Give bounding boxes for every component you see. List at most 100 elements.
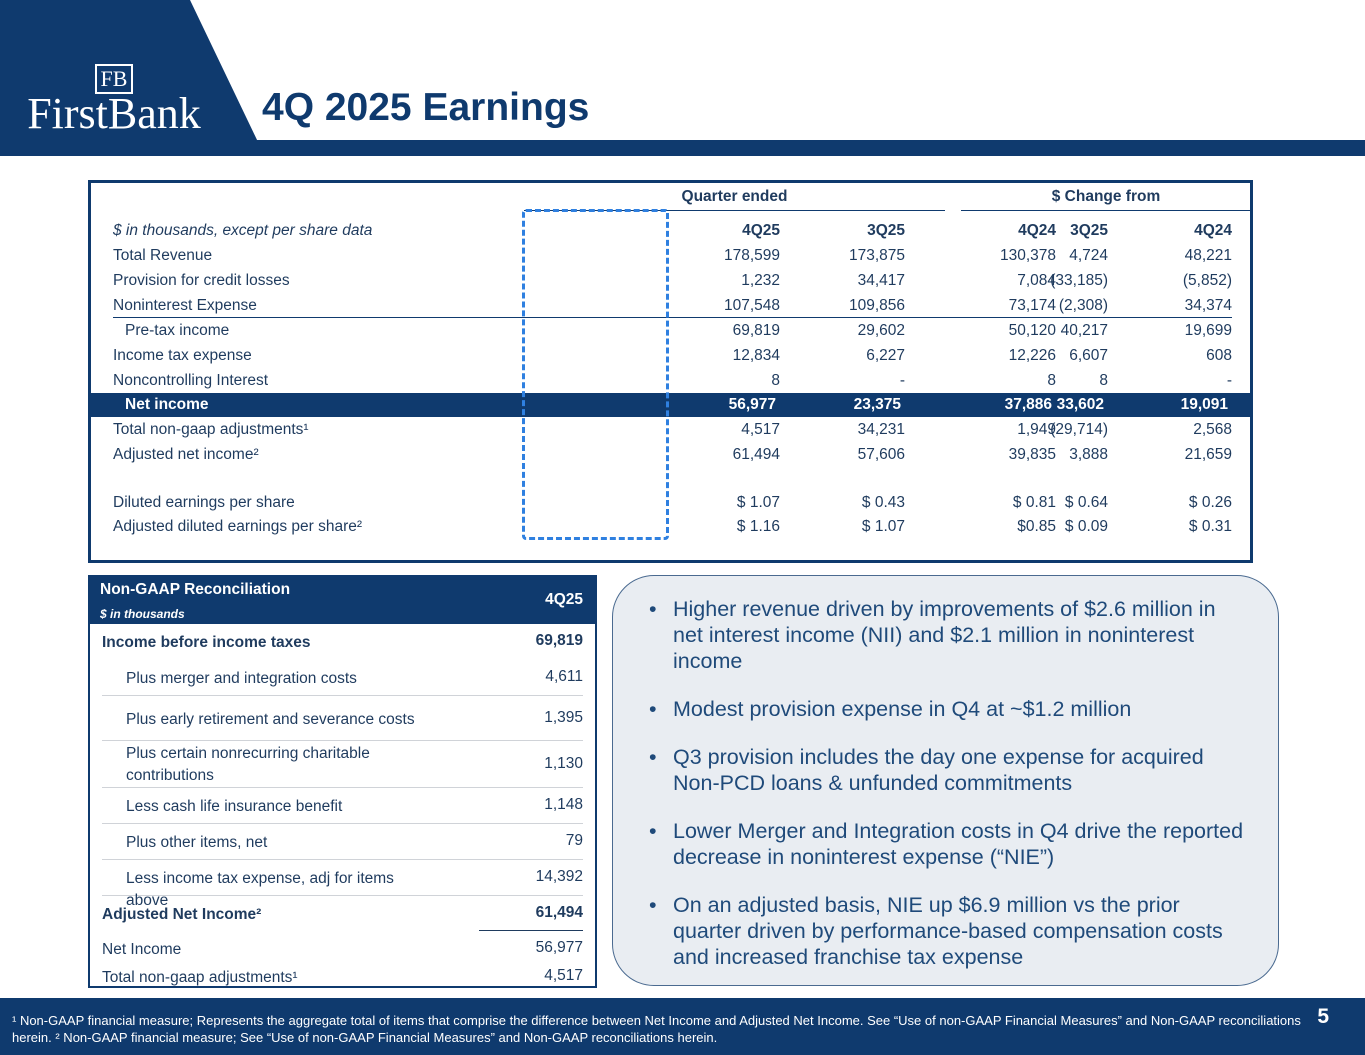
cell-value: 73,174: [1008, 297, 1056, 314]
cell-value: 12,834: [732, 347, 780, 364]
bullet-item: Lower Merger and Integration costs in Q4…: [649, 818, 1248, 870]
table-row: Pre-tax income 69,819 29,602 50,120 40,217 19…: [113, 319, 1232, 343]
commentary-bullets: Higher revenue driven by improvements of…: [612, 575, 1279, 986]
table-row: Noninterest Expense 107,548 109,856 73,174(…: [113, 294, 1232, 318]
cell-value: 6,227: [866, 347, 905, 364]
highlight-4q25-box: [522, 209, 669, 540]
recon-value: 1,130: [544, 754, 583, 772]
cell-value: $ 0.09: [1064, 518, 1108, 535]
header-band: [0, 0, 1365, 156]
cell-value: $ 1.16: [736, 518, 780, 535]
cell-value: -: [899, 372, 905, 389]
recon-row: Plus early retirement and severance cost…: [102, 696, 583, 741]
cell-value: 608: [1206, 347, 1232, 364]
cell-value: 2,568: [1193, 421, 1232, 438]
cell-value: $ 0.81: [1012, 494, 1056, 511]
footer: ¹ Non-GAAP financial measure; Represents…: [0, 998, 1365, 1055]
cell-value: 1,949: [1017, 421, 1056, 438]
table-row: Income tax expense 12,834 6,227 12,226 6,607…: [113, 344, 1232, 368]
cell-value: 23,375: [853, 396, 901, 413]
recon-column-4q25: 4Q25: [545, 591, 583, 608]
table-row: Total Revenue 178,599 173,875 130,378 4,724 4…: [113, 244, 1232, 268]
recon-value: 61,494: [479, 904, 583, 931]
cell-value: $ 0.26: [1188, 494, 1232, 511]
cell-value: 7,084: [1017, 272, 1056, 289]
cell-value: 37,886: [1004, 396, 1052, 413]
logo-mark: FB: [94, 64, 134, 94]
recon-row: Net Income 56,977: [102, 931, 583, 966]
row-label: Noninterest Expense: [113, 297, 257, 314]
page-number: 5: [1317, 1005, 1329, 1028]
recon-label: Less income tax expense, adj for items a…: [126, 870, 394, 909]
group-change-from: $ Change from: [961, 187, 1251, 211]
recon-label: Adjusted Net Income²: [102, 905, 262, 923]
cell-value: (2,308): [1058, 297, 1108, 314]
cell-value: 69,819: [732, 322, 780, 339]
recon-value: 4,611: [545, 668, 583, 685]
cell-value: 4,724: [1069, 247, 1108, 264]
recon-label: Plus other items, net: [126, 834, 268, 851]
table-row: Adjusted diluted earnings per share² $ 1.…: [113, 515, 1232, 539]
cell-value: 3,888: [1069, 446, 1108, 463]
row-label: Adjusted net income²: [113, 446, 259, 463]
bullet-item: On an adjusted basis, NIE up $6.9 millio…: [649, 892, 1248, 970]
non-gaap-reconciliation-table: Non-GAAP Reconciliation $ in thousands 4…: [88, 575, 597, 988]
column-header: 3Q25: [867, 222, 905, 239]
recon-row: Plus other items, net 79: [102, 824, 583, 860]
table-row: Total non-gaap adjustments¹ 4,517 34,231 1,…: [113, 418, 1232, 442]
cell-value: 34,374: [1184, 297, 1232, 314]
bullet-item: Higher revenue driven by improvements of…: [649, 596, 1248, 674]
row-label: Income tax expense: [113, 347, 252, 364]
recon-label: Net Income: [102, 940, 182, 958]
cell-value: 34,231: [857, 421, 905, 438]
recon-value: 69,819: [535, 632, 583, 649]
column-header: 4Q24: [1018, 222, 1056, 239]
recon-row: Less cash life insurance benefit 1,148: [102, 788, 583, 824]
cell-value: $0.85: [1017, 518, 1056, 535]
table-row: Net income 56,977 23,375 37,886 33,602 19,091: [91, 393, 1250, 417]
cell-value: 61,494: [732, 446, 780, 463]
row-label: Pre-tax income: [125, 322, 230, 339]
recon-value: 14,392: [535, 868, 583, 885]
cell-value: 173,875: [848, 247, 905, 264]
row-label: Net income: [125, 396, 209, 413]
cell-value: $ 0.43: [861, 494, 905, 511]
cell-value: $ 0.64: [1064, 494, 1108, 511]
table-row: Noncontrolling Interest 8 - 8 8 -: [113, 369, 1232, 393]
recon-row: Adjusted Net Income² 61,494: [102, 896, 583, 931]
row-label: Total non-gaap adjustments¹: [113, 421, 309, 438]
recon-value: 56,977: [535, 938, 583, 956]
row-label: Total Revenue: [113, 247, 213, 264]
cell-value: 109,856: [848, 297, 905, 314]
cell-value: 8: [1099, 372, 1108, 389]
cell-value: 40,217: [1060, 322, 1108, 339]
column-header: 4Q25: [742, 222, 780, 239]
recon-row: Income before income taxes 69,819: [102, 625, 583, 659]
cell-value: 19,699: [1184, 322, 1232, 339]
recon-value: 1,148: [544, 796, 583, 813]
cell-value: 39,835: [1008, 446, 1056, 463]
earnings-table: Quarter ended $ Change from $ in thousan…: [88, 180, 1253, 563]
cell-value: 8: [771, 372, 780, 389]
recon-value: 79: [565, 832, 583, 849]
group-quarter-ended: Quarter ended: [524, 187, 945, 211]
cell-value: 50,120: [1008, 322, 1056, 339]
recon-label: Plus early retirement and severance cost…: [126, 710, 415, 728]
row-label: Diluted earnings per share: [113, 494, 295, 511]
recon-row: Less income tax expense, adj for items a…: [102, 860, 583, 909]
table-row: Adjusted net income² 61,494 57,606 39,835 3,…: [113, 443, 1232, 467]
recon-label: Plus certain nonrecurring charitable con…: [126, 745, 370, 784]
cell-value: $ 1.07: [861, 518, 905, 535]
recon-label: Total non-gaap adjustments¹: [102, 969, 298, 986]
recon-title: Non-GAAP Reconciliation: [100, 581, 291, 598]
cell-value: 33,602: [1056, 396, 1104, 413]
cell-value: 107,548: [723, 297, 780, 314]
cell-value: 6,607: [1069, 347, 1108, 364]
cell-value: $ 1.07: [736, 494, 780, 511]
recon-label: Plus merger and integration costs: [126, 670, 357, 687]
recon-row: Plus merger and integration costs 4,611: [102, 660, 583, 696]
page-title: 4Q 2025 Earnings: [262, 86, 590, 129]
cell-value: 34,417: [857, 272, 905, 289]
recon-value: 4,517: [544, 967, 583, 984]
recon-label: Less cash life insurance benefit: [126, 798, 343, 815]
